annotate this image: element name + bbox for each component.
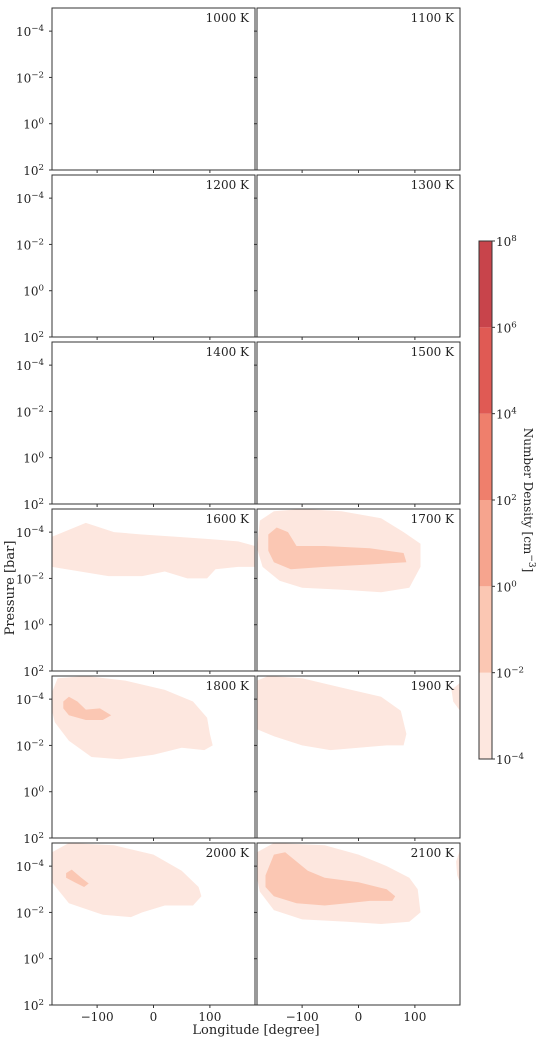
panel: 1900 K xyxy=(254,675,461,841)
panel: 1500 K xyxy=(254,341,461,507)
contour-region xyxy=(451,682,460,711)
y-tick-label: 102 xyxy=(23,497,44,512)
colorbar-band xyxy=(479,327,492,414)
panel: 1100 K xyxy=(254,7,461,173)
panel: 1600 K 10−4 10−2 100 102 xyxy=(16,508,256,679)
colorbar-tick-label: 102 xyxy=(496,493,517,508)
panel-grid: 1000 K 10−4 10−2 100 102 1100 K 1200 K 10−4 10−2… xyxy=(16,7,461,1024)
y-tick-label: 10−4 xyxy=(16,358,45,373)
x-tick-label: −100 xyxy=(81,1010,114,1024)
y-tick-label: 10−2 xyxy=(16,404,44,419)
y-tick-label: 100 xyxy=(23,618,44,633)
x-axis-label: Longitude [degree] xyxy=(192,1023,319,1038)
x-tick-label: 100 xyxy=(403,1010,426,1024)
panel-temperature-label: 1500 K xyxy=(411,345,455,359)
panel: 1200 K 10−4 10−2 100 102 xyxy=(16,174,256,345)
panel: 1300 K xyxy=(254,174,461,340)
colorbar-title: Number Density [cm−3] xyxy=(521,428,536,573)
y-tick-label: 100 xyxy=(23,284,44,299)
panel-frame xyxy=(256,174,461,338)
contour-region xyxy=(52,676,213,760)
colorbar-tick-label: 10−2 xyxy=(496,666,524,681)
panel: 2000 K 10−4 10−2 100 102 −100 0 100 xyxy=(16,842,256,1024)
y-tick-label: 102 xyxy=(23,330,44,345)
y-tick-label: 10−4 xyxy=(16,692,45,707)
panel: 2100 K −100 0 100 xyxy=(254,842,461,1024)
y-tick-label: 100 xyxy=(23,952,44,967)
y-tick-label: 102 xyxy=(23,831,44,846)
y-tick-label: 10−2 xyxy=(16,70,44,85)
colorbar-band xyxy=(479,500,492,587)
colorbar-band xyxy=(479,672,492,759)
contour-region xyxy=(268,527,407,570)
contour-region xyxy=(52,843,202,918)
panel-temperature-label: 1200 K xyxy=(206,178,250,192)
y-tick-label: 10−2 xyxy=(16,237,44,252)
panel-frame xyxy=(51,7,256,171)
panel-temperature-label: 1100 K xyxy=(411,11,455,25)
y-tick-label: 102 xyxy=(23,163,44,178)
panel-temperature-label: 1900 K xyxy=(411,679,455,693)
contour-region xyxy=(257,676,407,751)
colorbar-tick-label: 104 xyxy=(496,407,517,422)
contour-region xyxy=(66,869,89,887)
colorbar-band xyxy=(479,413,492,500)
y-tick-label: 10−2 xyxy=(16,571,44,586)
panel: 1700 K xyxy=(254,508,461,674)
panel: 1000 K 10−4 10−2 100 102 xyxy=(16,7,256,178)
x-tick-label: 0 xyxy=(355,1010,363,1024)
colorbar-tick-label: 10−4 xyxy=(496,752,525,767)
x-tick-label: −100 xyxy=(286,1010,319,1024)
colorbar-band xyxy=(479,241,492,328)
colorbar: 10−4 10−2 100 102 104 106 108 Number Density [c… xyxy=(478,234,536,767)
panel-frame xyxy=(51,341,256,505)
contour-region xyxy=(265,852,396,906)
y-tick-label: 100 xyxy=(23,451,44,466)
contour-region xyxy=(52,522,255,579)
y-axis-label: Pressure [bar] xyxy=(3,541,18,636)
panel-frame xyxy=(51,174,256,338)
panel-temperature-label: 1300 K xyxy=(411,178,455,192)
panel-temperature-label: 1000 K xyxy=(206,11,250,25)
colorbar-tick-label: 108 xyxy=(496,234,517,249)
panel-temperature-label: 1400 K xyxy=(206,345,250,359)
y-tick-label: 10−4 xyxy=(16,525,45,540)
panel: 1800 K 10−4 10−2 100 102 xyxy=(16,675,256,846)
contour-region xyxy=(456,849,460,883)
y-tick-label: 10−4 xyxy=(16,859,45,874)
y-tick-label: 10−2 xyxy=(16,905,44,920)
y-tick-label: 102 xyxy=(23,998,44,1013)
colorbar-tick-label: 100 xyxy=(496,579,517,594)
panel: 1400 K 10−4 10−2 100 102 xyxy=(16,341,256,512)
x-tick-label: 100 xyxy=(198,1010,221,1024)
y-tick-label: 102 xyxy=(23,664,44,679)
x-tick-label: 0 xyxy=(150,1010,158,1024)
panel-temperature-label: 1600 K xyxy=(206,512,250,526)
panel-frame xyxy=(256,7,461,171)
contour-region xyxy=(63,696,112,720)
y-tick-label: 10−4 xyxy=(16,24,45,39)
panel-frame xyxy=(256,341,461,505)
y-tick-label: 10−4 xyxy=(16,191,45,206)
panel-temperature-label: 2000 K xyxy=(206,846,250,860)
panel-temperature-label: 1800 K xyxy=(206,679,250,693)
y-tick-label: 100 xyxy=(23,785,44,800)
panel-temperature-label: 1700 K xyxy=(411,512,455,526)
colorbar-band xyxy=(479,586,492,673)
y-tick-label: 100 xyxy=(23,117,44,132)
panel-temperature-label: 2100 K xyxy=(411,846,455,860)
y-tick-label: 10−2 xyxy=(16,738,44,753)
colorbar-tick-label: 106 xyxy=(496,320,517,335)
